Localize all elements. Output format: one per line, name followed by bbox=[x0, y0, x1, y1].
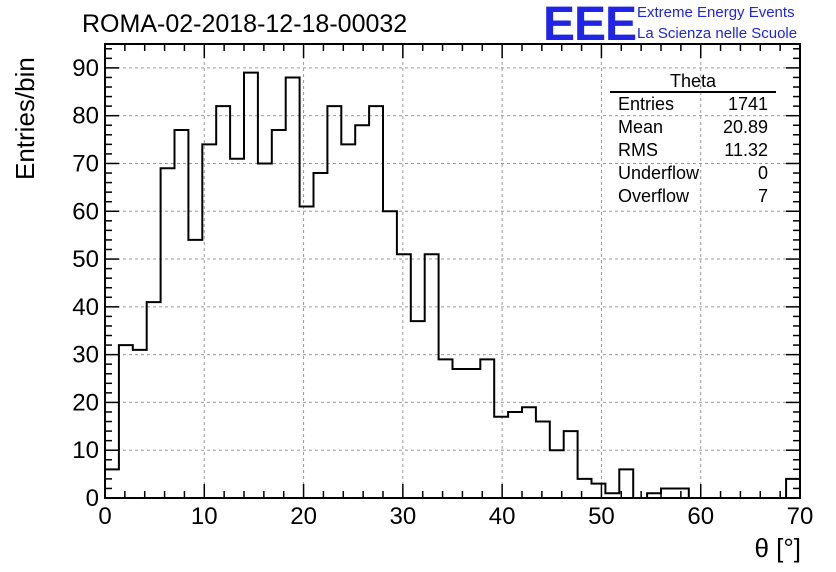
y-tick-label: 60 bbox=[72, 198, 99, 225]
stats-value: 1741 bbox=[727, 94, 768, 114]
stats-box: Theta Entries 1741 Mean 20.89 RMS 11.32 … bbox=[610, 71, 776, 208]
stats-title: Theta bbox=[610, 71, 776, 93]
x-tick-label: 10 bbox=[191, 503, 218, 530]
logo-text-line2: La Scienza nelle Scuole bbox=[637, 25, 798, 42]
stats-label: Entries bbox=[618, 94, 675, 114]
chart-title: ROMA-02-2018-12-18-00032 bbox=[82, 10, 408, 38]
y-tick-label: 40 bbox=[72, 294, 99, 321]
y-tick-label: 0 bbox=[86, 485, 99, 512]
y-axis-label: Entries/bin bbox=[10, 57, 40, 180]
y-tick-label: 50 bbox=[72, 246, 99, 273]
stats-label: RMS bbox=[618, 140, 658, 160]
y-tick-label: 20 bbox=[72, 389, 99, 416]
x-tick-label: 40 bbox=[489, 503, 516, 530]
stats-value: 20.89 bbox=[722, 117, 768, 137]
eee-logo: EEE bbox=[543, 0, 637, 51]
stats-label: Overflow bbox=[618, 186, 690, 206]
x-tick-label: 70 bbox=[787, 503, 814, 530]
y-tick-label: 10 bbox=[72, 437, 99, 464]
stats-row-mean: Mean 20.89 bbox=[610, 116, 776, 139]
x-tick-label: 50 bbox=[588, 503, 615, 530]
logo-text-line1: Extreme Energy Events bbox=[637, 4, 795, 21]
stats-value: 0 bbox=[757, 163, 768, 183]
axis-ticks bbox=[104, 44, 801, 499]
plot-frame bbox=[104, 43, 801, 499]
stats-row-rms: RMS 11.32 bbox=[610, 139, 776, 162]
grid-lines bbox=[105, 44, 800, 498]
stats-value: 11.32 bbox=[724, 140, 768, 160]
x-tick-label: 30 bbox=[390, 503, 417, 530]
y-tick-label: 90 bbox=[72, 55, 99, 82]
stats-label: Mean bbox=[618, 117, 664, 137]
x-tick-label: 60 bbox=[687, 503, 714, 530]
stats-row-underflow: Underflow 0 bbox=[610, 162, 776, 185]
y-tick-label: 30 bbox=[72, 342, 99, 369]
x-tick-label: 20 bbox=[290, 503, 317, 530]
y-tick-label: 80 bbox=[72, 103, 99, 130]
histogram-line bbox=[104, 71, 801, 499]
stats-value: 7 bbox=[757, 186, 768, 206]
x-axis-label: θ [°] bbox=[754, 533, 801, 563]
stats-row-overflow: Overflow 7 bbox=[610, 185, 776, 208]
x-tick-label: 0 bbox=[98, 503, 111, 530]
stats-row-entries: Entries 1741 bbox=[610, 93, 776, 116]
stats-label: Underflow bbox=[618, 163, 700, 183]
y-tick-label: 70 bbox=[72, 150, 99, 177]
